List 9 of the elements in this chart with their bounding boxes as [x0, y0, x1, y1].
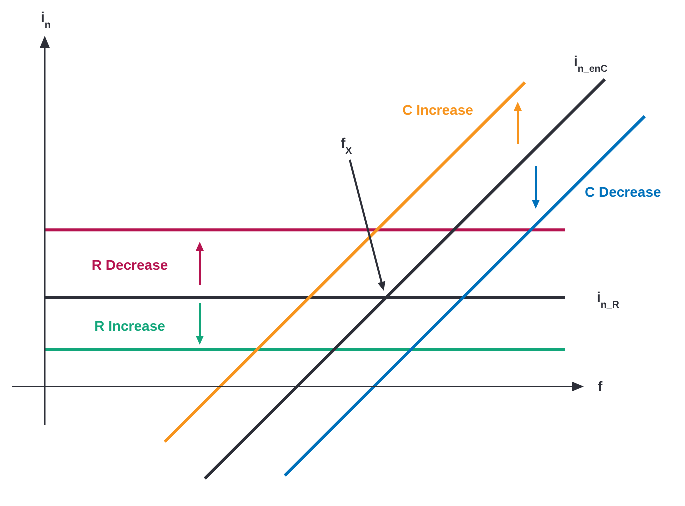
- series-label: i$_{n_enC}$: [574, 53, 608, 74]
- series-label: C Decrease: [585, 184, 662, 200]
- annotation: f$_{X}$: [341, 135, 353, 156]
- series-label: R Increase: [94, 318, 166, 334]
- series-label: R Decrease: [92, 257, 168, 273]
- y-axis-title: i$_{n}$: [41, 9, 51, 30]
- x-axis-title: f: [598, 378, 603, 395]
- series-label: C Increase: [402, 102, 474, 118]
- text: i$_{n_R}$: [597, 289, 620, 310]
